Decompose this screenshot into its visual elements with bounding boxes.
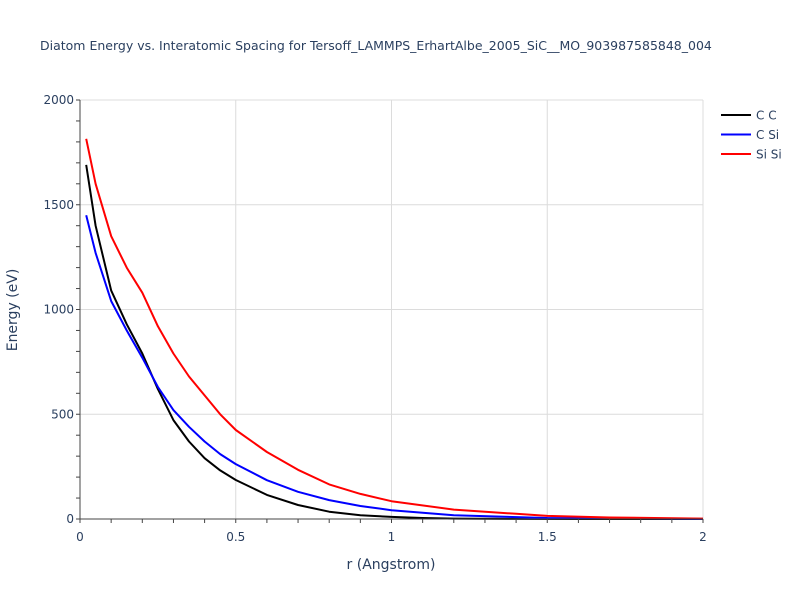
x-tick-label: 0.5 bbox=[226, 530, 245, 544]
legend: C C C Si Si Si bbox=[721, 109, 782, 162]
series-lines bbox=[85, 138, 704, 520]
y-tick-label: 500 bbox=[51, 407, 74, 421]
x-axis-label: r (Angstrom) bbox=[347, 557, 436, 573]
y-tick-label: 0 bbox=[66, 512, 74, 526]
chart-title: Diatom Energy vs. Interatomic Spacing fo… bbox=[40, 38, 712, 53]
x-tick-label: 2 bbox=[699, 530, 707, 544]
axes: 0 0.5 1 1.5 2 0 500 1000 1500 2000 bbox=[43, 93, 706, 544]
x-tick-label: 1.5 bbox=[538, 530, 557, 544]
series-line-si-si bbox=[85, 138, 704, 520]
y-axis-label: Energy (eV) bbox=[5, 269, 21, 352]
x-tick-label: 0 bbox=[76, 530, 84, 544]
x-tick-label: 1 bbox=[388, 530, 396, 544]
series-line-c-c bbox=[85, 164, 703, 520]
series-line-c-si bbox=[85, 214, 704, 520]
y-tick-label: 1000 bbox=[43, 303, 74, 317]
legend-label: C Si bbox=[756, 128, 779, 142]
legend-label: Si Si bbox=[756, 148, 782, 162]
grid bbox=[80, 99, 704, 519]
legend-label: C C bbox=[756, 109, 777, 123]
y-tick-label: 1500 bbox=[43, 198, 74, 212]
y-tick-label: 2000 bbox=[43, 93, 74, 107]
